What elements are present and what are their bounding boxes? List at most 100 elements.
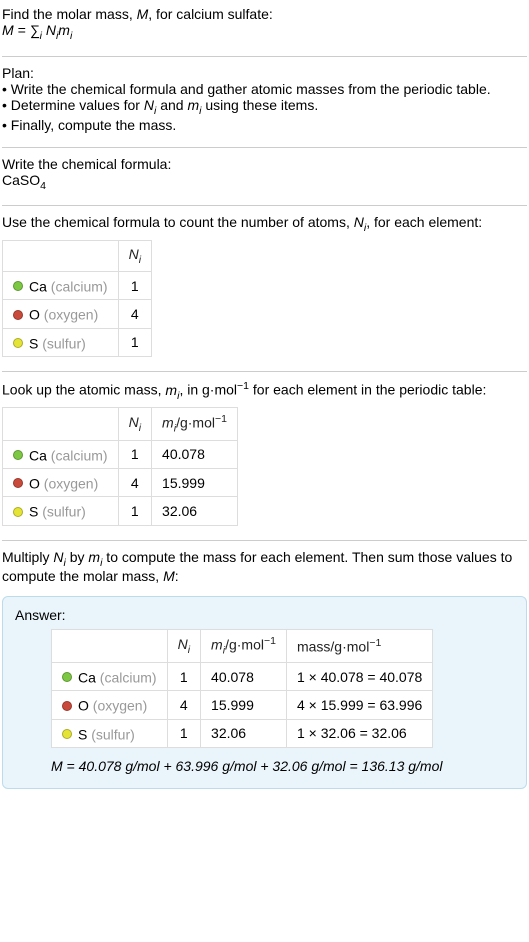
formula-heading: Write the chemical formula: [2, 156, 527, 172]
col-n-text: N [178, 636, 188, 652]
col-element [3, 408, 119, 440]
col-mass-text: mass/g·mol [297, 639, 369, 655]
mass-table: Ni mi/g·mol−1 Ca (calcium) 1 40.078 O (o… [2, 407, 238, 525]
m-cell: 32.06 [201, 719, 287, 747]
divider [2, 371, 527, 372]
col-m: mi/g·mol−1 [152, 408, 238, 440]
element-cell: O (oxygen) [52, 691, 168, 719]
calc-cell: 1 × 40.078 = 40.078 [286, 662, 432, 690]
element-symbol: O [29, 307, 40, 323]
col-m-b: /g·mol [225, 637, 264, 653]
element-symbol: Ca [78, 669, 96, 685]
answer-inner: Ni mi/g·mol−1 mass/g·mol−1 Ca (calcium) … [15, 629, 514, 773]
element-name: (calcium) [51, 447, 108, 463]
n-cell: 4 [118, 469, 151, 497]
eq-lhs: M [2, 22, 14, 38]
table-header-row: Ni [3, 241, 152, 272]
table-row: O (oxygen) 4 [3, 300, 152, 328]
col-m-a: m [162, 415, 174, 431]
element-symbol: S [29, 335, 38, 351]
mass-section: Look up the atomic mass, mi, in g·mol−1 … [2, 378, 527, 534]
col-n-text: N [129, 246, 139, 262]
plan-ni: Ni [144, 97, 156, 113]
col-mass: mass/g·mol−1 [286, 630, 432, 662]
plan-bullet-3: • Finally, compute the mass. [2, 117, 527, 133]
element-dot [13, 507, 23, 517]
element-name: (oxygen) [44, 475, 98, 491]
mass-h-c: for each element in the periodic table: [249, 382, 486, 398]
col-m-b: /g·mol [176, 415, 215, 431]
element-cell: Ca (calcium) [3, 271, 119, 299]
mult-m: M [163, 568, 175, 584]
element-symbol: Ca [29, 447, 47, 463]
mult-a: Multiply [2, 549, 53, 565]
mult-ni: Ni [53, 549, 65, 565]
col-element [52, 630, 168, 662]
table-header-row: Ni mi/g·mol−1 [3, 408, 238, 440]
table-row: O (oxygen) 4 15.999 [3, 469, 238, 497]
count-ni: Ni [354, 214, 366, 230]
element-cell: O (oxygen) [3, 469, 119, 497]
col-n-text: N [129, 414, 139, 430]
eq-mid: = ∑ [14, 22, 40, 38]
element-name: (sulfur) [42, 504, 86, 520]
n-cell: 1 [118, 497, 151, 525]
multiply-section: Multiply Ni by mi to compute the mass fo… [2, 547, 527, 593]
element-name: (calcium) [100, 669, 157, 685]
n-cell: 1 [118, 271, 151, 299]
element-dot [13, 338, 23, 348]
mass-heading: Look up the atomic mass, mi, in g·mol−1 … [2, 380, 527, 401]
element-name: (sulfur) [42, 335, 86, 351]
col-m-a: m [211, 637, 223, 653]
col-m: mi/g·mol−1 [201, 630, 287, 662]
mult-b: by [66, 549, 89, 565]
mult-mi: mi [88, 549, 102, 565]
table-row: S (sulfur) 1 32.06 1 × 32.06 = 32.06 [52, 719, 433, 747]
element-name: (oxygen) [44, 307, 98, 323]
intro-section: Find the molar mass, M, for calcium sulf… [2, 4, 527, 50]
element-name: (sulfur) [91, 726, 135, 742]
element-name: (calcium) [51, 278, 108, 294]
m-cell: 32.06 [152, 497, 238, 525]
count-heading: Use the chemical formula to count the nu… [2, 214, 527, 234]
intro-line: Find the molar mass, M, for calcium sulf… [2, 6, 527, 22]
col-n: Ni [118, 408, 151, 440]
element-cell: S (sulfur) [3, 328, 119, 356]
eq-rhs: N [42, 22, 56, 38]
answer-table: Ni mi/g·mol−1 mass/g·mol−1 Ca (calcium) … [51, 629, 433, 747]
element-dot [62, 672, 72, 682]
answer-box: Answer: Ni mi/g·mol−1 mass/g·mol−1 Ca (c… [2, 596, 527, 788]
element-dot [13, 478, 23, 488]
plan-mi: mi [187, 97, 201, 113]
n-cell: 1 [167, 719, 200, 747]
mass-h-b: , in g·mol [179, 382, 237, 398]
col-n: Ni [167, 630, 200, 662]
m-cell: 40.078 [152, 440, 238, 468]
element-dot [62, 729, 72, 739]
count-section: Use the chemical formula to count the nu… [2, 212, 527, 364]
n-cell: 1 [167, 662, 200, 690]
table-header-row: Ni mi/g·mol−1 mass/g·mol−1 [52, 630, 433, 662]
mult-d: : [175, 568, 179, 584]
n-cell: 4 [167, 691, 200, 719]
table-row: Ca (calcium) 1 [3, 271, 152, 299]
divider [2, 56, 527, 57]
n-cell: 4 [118, 300, 151, 328]
plan-bullet-2: • Determine values for Ni and mi using t… [2, 97, 527, 117]
divider [2, 147, 527, 148]
element-dot [13, 310, 23, 320]
mass-mi: mi [165, 382, 179, 398]
element-name: (oxygen) [93, 698, 147, 714]
eq-mi: i [70, 30, 72, 42]
intro-text-a: Find the molar mass, [2, 6, 137, 22]
intro-text-b: , for calcium sulfate: [148, 6, 273, 22]
element-cell: Ca (calcium) [52, 662, 168, 690]
answer-label: Answer: [15, 607, 514, 623]
element-cell: S (sulfur) [3, 497, 119, 525]
plan-section: Plan: • Write the chemical formula and g… [2, 63, 527, 141]
calc-cell: 1 × 32.06 = 32.06 [286, 719, 432, 747]
count-h-b: , for each element: [366, 214, 482, 230]
element-cell: O (oxygen) [3, 300, 119, 328]
element-cell: Ca (calcium) [3, 440, 119, 468]
intro-m: M [137, 6, 149, 22]
